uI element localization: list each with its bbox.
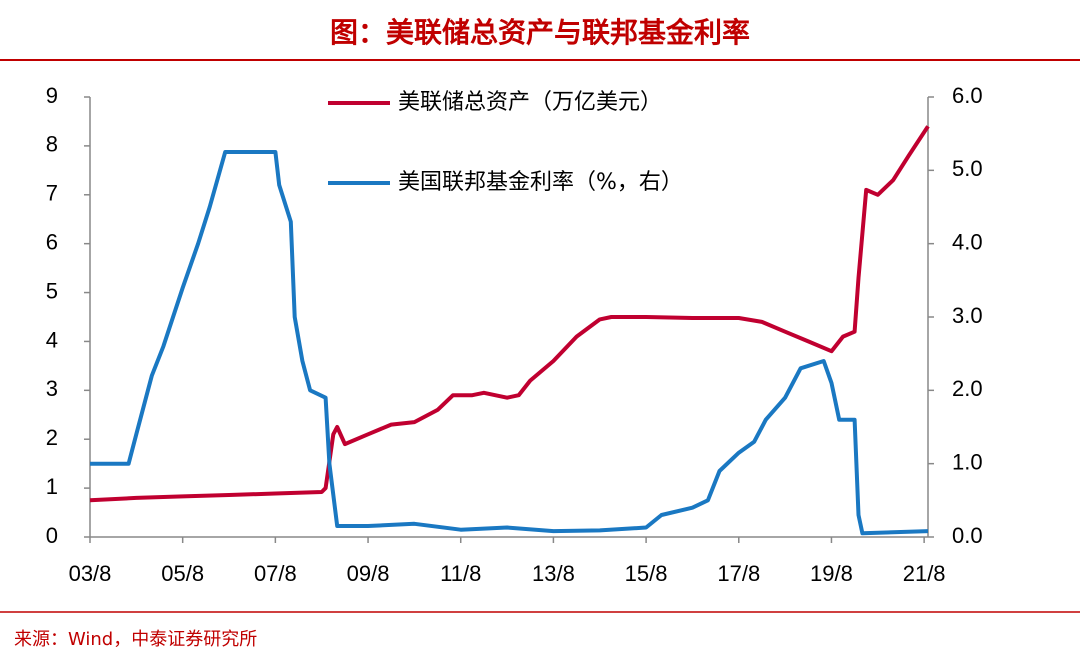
y-tick-label: 9 bbox=[46, 83, 58, 108]
y-tick-label: 5 bbox=[46, 278, 58, 303]
y-tick-label: 1 bbox=[46, 474, 58, 499]
y2-tick-label: 6.0 bbox=[952, 83, 983, 108]
y2-tick-label: 3.0 bbox=[952, 303, 983, 328]
x-tick-label: 11/8 bbox=[440, 561, 481, 586]
legend-label: 美联储总资产（万亿美元） bbox=[398, 90, 662, 115]
chart-title: 图：美联储总资产与联邦基金利率 bbox=[330, 16, 750, 49]
x-tick-label: 09/8 bbox=[347, 561, 390, 586]
series-line bbox=[89, 125, 930, 503]
y2-tick-label: 1.0 bbox=[952, 449, 983, 474]
x-tick-label: 05/8 bbox=[161, 561, 204, 586]
y-tick-label: 8 bbox=[46, 132, 58, 157]
y2-tick-label: 5.0 bbox=[952, 156, 983, 181]
x-tick-label: 19/8 bbox=[810, 561, 853, 586]
source: 来源：Wind，中泰证券研究所 bbox=[14, 629, 257, 650]
y-tick-label: 2 bbox=[46, 425, 58, 450]
x-tick-label: 17/8 bbox=[717, 561, 760, 586]
x-tick-label: 07/8 bbox=[254, 561, 297, 586]
legend-label: 美国联邦基金利率（%，右） bbox=[398, 170, 683, 195]
y2-tick-label: 0.0 bbox=[952, 523, 983, 548]
y-tick-label: 6 bbox=[46, 229, 58, 254]
y-tick-label: 0 bbox=[46, 523, 58, 548]
x-tick-label: 15/8 bbox=[625, 561, 668, 586]
y-tick-label: 3 bbox=[46, 376, 58, 401]
y-tick-label: 4 bbox=[46, 327, 58, 352]
x-tick-label: 13/8 bbox=[532, 561, 575, 586]
x-tick-label: 03/8 bbox=[69, 561, 112, 586]
x-tick-label: 21/8 bbox=[903, 561, 946, 586]
y2-tick-label: 4.0 bbox=[952, 229, 983, 254]
series-line bbox=[90, 150, 929, 536]
y-tick-label: 7 bbox=[46, 181, 58, 206]
y2-tick-label: 2.0 bbox=[952, 376, 983, 401]
